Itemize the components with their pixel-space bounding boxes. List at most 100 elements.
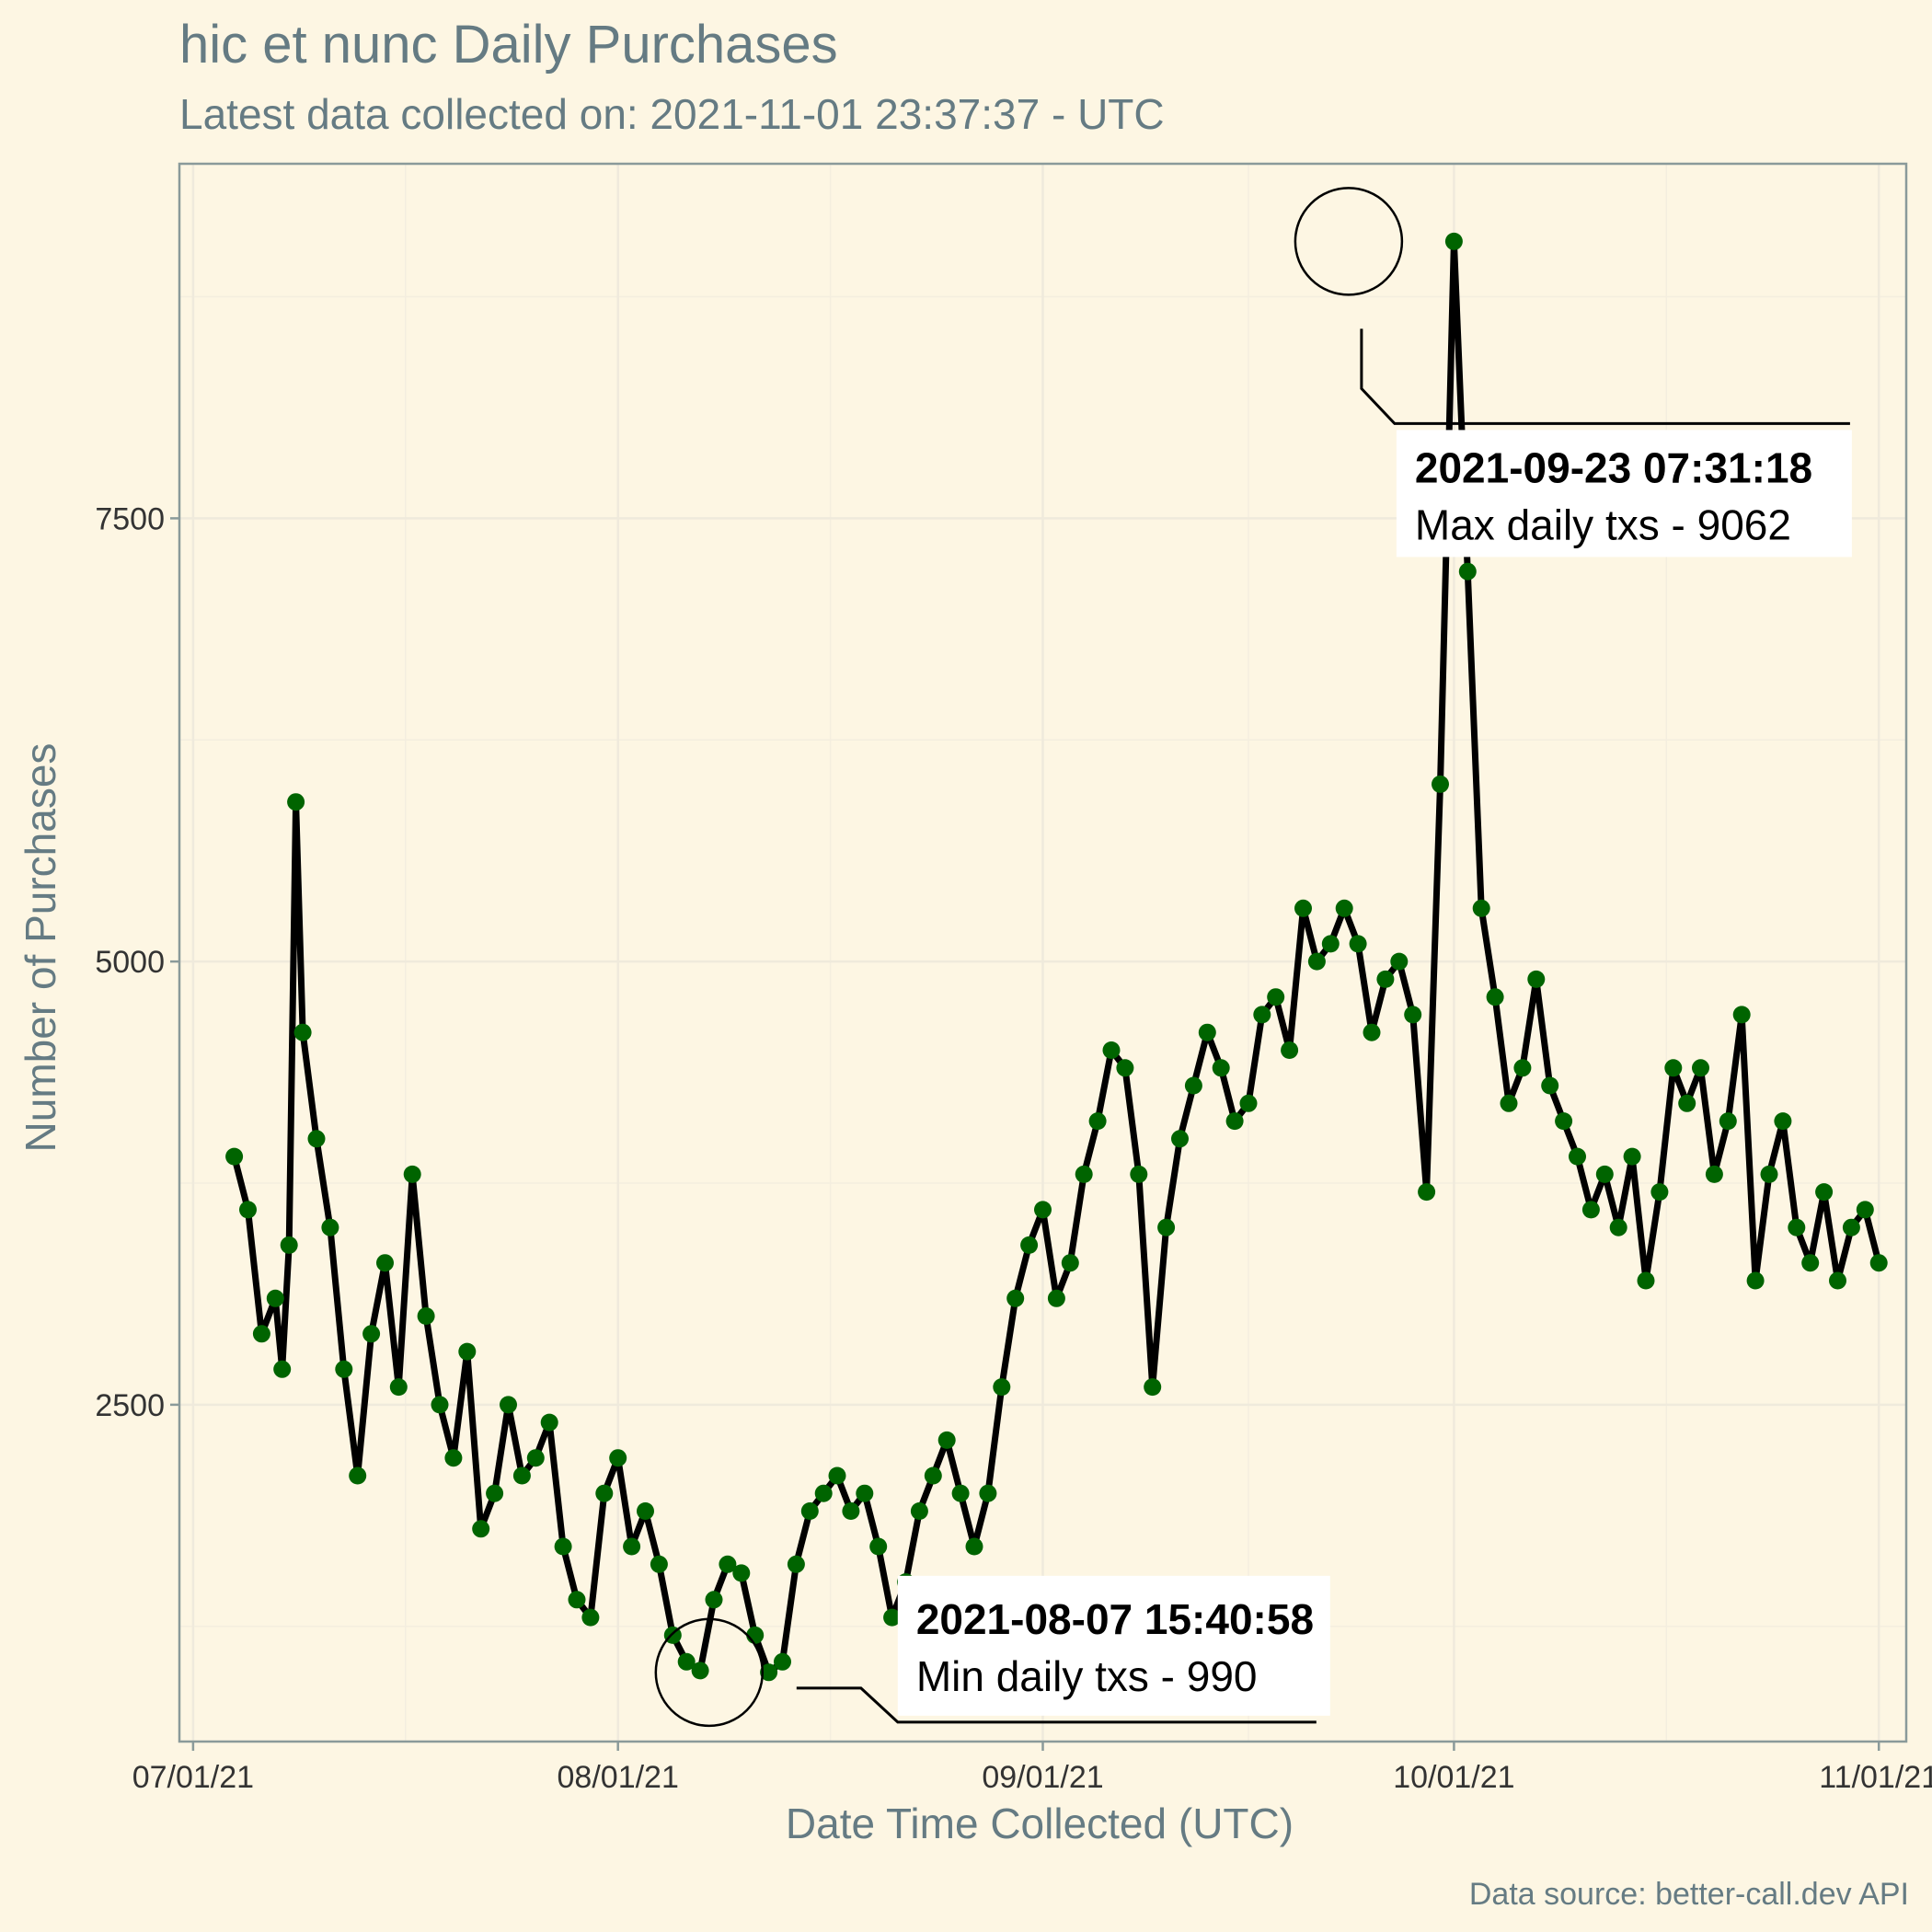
data-point [732, 1564, 751, 1582]
y-axis-title: Number of Purchases [17, 743, 64, 1153]
data-point [1513, 1059, 1532, 1077]
data-point [828, 1466, 846, 1485]
data-point [1678, 1094, 1696, 1112]
data-point [1376, 970, 1395, 988]
data-point [1458, 562, 1477, 581]
data-point [924, 1466, 942, 1485]
data-point [1581, 1201, 1600, 1219]
data-point [1335, 899, 1353, 917]
data-point [1856, 1201, 1874, 1219]
min-annotation-circle [654, 1617, 765, 1728]
annotation-layer: 2021-09-23 07:31:18 Max daily txs - 9062 2… [654, 187, 1852, 1728]
data-point [486, 1484, 504, 1502]
data-point [1595, 1165, 1614, 1183]
data-point [431, 1396, 449, 1414]
data-point [458, 1342, 477, 1361]
data-point [1788, 1218, 1806, 1236]
data-point [719, 1555, 737, 1573]
data-point [1116, 1059, 1134, 1077]
data-point [500, 1396, 517, 1414]
y-tick-label: 5000 [95, 945, 165, 980]
data-point [1815, 1183, 1834, 1202]
data-point [1746, 1271, 1765, 1290]
data-point [252, 1325, 270, 1343]
data-point [677, 1652, 696, 1671]
data-point [321, 1218, 339, 1236]
data-point [1088, 1112, 1107, 1131]
data-point [1157, 1218, 1176, 1236]
data-point [568, 1591, 586, 1609]
data-point [842, 1502, 860, 1520]
data-point [1075, 1165, 1093, 1183]
data-point [1144, 1378, 1162, 1397]
data-point [335, 1360, 353, 1378]
data-point [1623, 1147, 1641, 1166]
x-tick-label: 09/01/21 [982, 1760, 1103, 1795]
data-point [472, 1520, 490, 1538]
data-point [965, 1537, 983, 1556]
data-point [951, 1484, 970, 1502]
max-annotation-circle [1294, 187, 1404, 296]
data-point [1390, 952, 1409, 971]
min-annotation-box [897, 1575, 1330, 1716]
data-point [1472, 899, 1490, 917]
data-point [1869, 1254, 1888, 1272]
data-point [910, 1502, 928, 1520]
data-point [609, 1449, 627, 1467]
data-point [1212, 1059, 1230, 1077]
data-point [1047, 1289, 1065, 1307]
chart-title: hic et nunc Daily Purchases [179, 15, 838, 75]
data-point [691, 1662, 709, 1680]
data-point [1486, 988, 1504, 1006]
data-point [1267, 988, 1285, 1006]
x-tick-label: 10/01/21 [1393, 1760, 1514, 1795]
data-point [1829, 1271, 1846, 1290]
data-point [650, 1555, 668, 1573]
data-point [512, 1466, 531, 1485]
data-point [1294, 899, 1312, 917]
data-point [1527, 970, 1546, 988]
data-point [1569, 1147, 1586, 1166]
data-point [1253, 1006, 1271, 1024]
data-point [1239, 1094, 1258, 1112]
data-point [389, 1378, 408, 1397]
data-point [1307, 952, 1326, 971]
data-point [1321, 935, 1340, 953]
data-point [1732, 1006, 1751, 1024]
y-axis: 2500 5000 7500 [95, 501, 179, 1423]
data-point [623, 1537, 641, 1556]
data-point [417, 1307, 435, 1325]
data-point [1020, 1236, 1039, 1254]
data-point [554, 1537, 572, 1556]
data-point [1404, 1006, 1422, 1024]
data-point [287, 793, 305, 811]
data-point [1034, 1201, 1052, 1219]
max-annotation-date: 2021-09-23 07:31:18 [1415, 443, 1812, 491]
data-point [1541, 1076, 1559, 1095]
data-point [266, 1289, 284, 1307]
data-point [883, 1608, 902, 1627]
data-point [869, 1537, 888, 1556]
x-tick-label: 07/01/21 [132, 1760, 254, 1795]
data-point [293, 1023, 312, 1041]
data-point [540, 1413, 558, 1432]
data-point [1609, 1218, 1627, 1236]
data-point [774, 1652, 791, 1671]
data-point [444, 1449, 463, 1467]
data-point [403, 1165, 421, 1183]
data-point [376, 1254, 394, 1272]
data-point [979, 1484, 997, 1502]
data-point [800, 1502, 819, 1520]
series-layer [225, 232, 1888, 1682]
data-point [1198, 1023, 1216, 1041]
data-point [362, 1325, 381, 1343]
data-point [1171, 1130, 1189, 1148]
data-point [307, 1130, 326, 1148]
data-point [1637, 1271, 1655, 1290]
data-point [526, 1449, 545, 1467]
data-point [1842, 1218, 1860, 1236]
data-point [225, 1147, 244, 1166]
data-point [1444, 232, 1463, 250]
chart-subtitle: Latest data collected on: 2021-11-01 23:… [179, 90, 1165, 138]
